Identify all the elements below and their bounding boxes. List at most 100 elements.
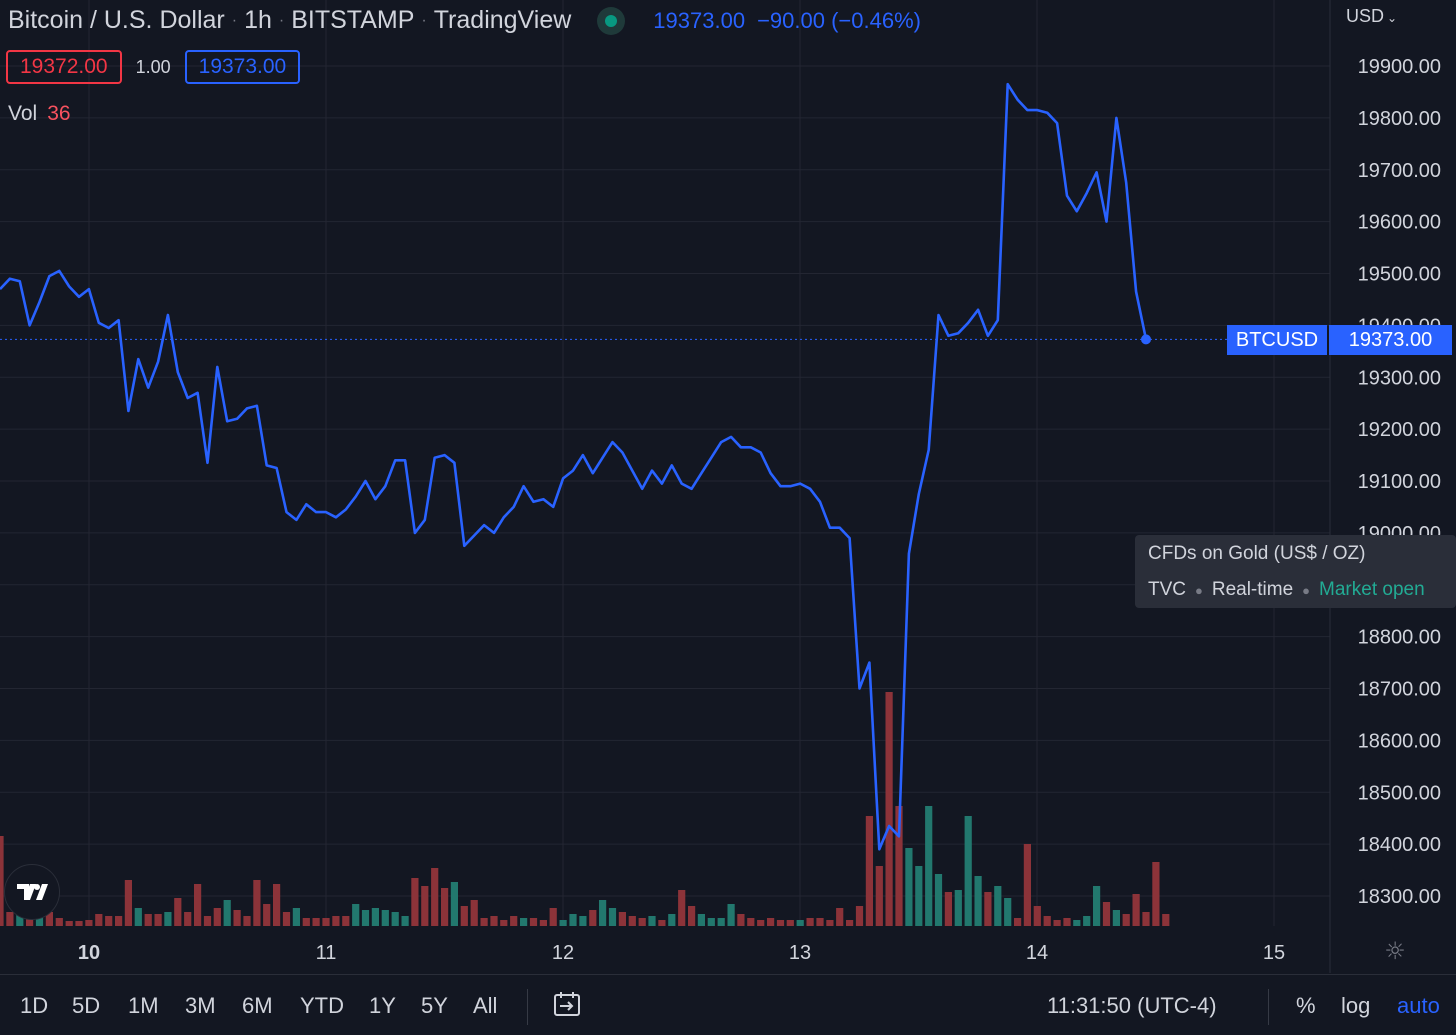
volume-bar: [75, 921, 83, 926]
volume-bar: [1063, 918, 1071, 926]
volume-bars: [0, 692, 1170, 926]
volume-bar: [85, 920, 93, 926]
volume-bar: [1023, 844, 1031, 926]
calendar-goto-icon[interactable]: [554, 992, 580, 1016]
toolbar-divider: [527, 989, 528, 1025]
volume-bar: [203, 916, 212, 926]
volume-bar: [846, 920, 854, 926]
range-1d-button[interactable]: 1D: [20, 993, 49, 1018]
log-scale-toggle[interactable]: log: [1341, 993, 1371, 1018]
volume-label: Vol: [8, 102, 38, 125]
volume-bar: [707, 918, 715, 926]
volume-bar: [608, 908, 617, 926]
volume-bar: [994, 886, 1002, 926]
symbol-title[interactable]: Bitcoin / U.S. Dollar: [8, 6, 225, 34]
volume-bar: [618, 912, 626, 926]
range-3m-button[interactable]: 3M: [185, 993, 216, 1018]
y-tick-label: 18800.00: [1358, 627, 1441, 649]
y-tick-label: 19100.00: [1358, 471, 1441, 493]
volume-bar: [717, 918, 725, 926]
tv-logo-glyph: [17, 884, 48, 900]
volume-bar: [589, 910, 597, 926]
clock-timezone[interactable]: 11:31:50 (UTC-4): [1047, 993, 1217, 1018]
range-5y-button[interactable]: 5Y: [421, 993, 448, 1018]
volume-bar: [401, 916, 409, 926]
volume-bar: [144, 914, 152, 926]
volume-bar: [1132, 894, 1140, 926]
tradingview-logo-icon[interactable]: [4, 864, 60, 920]
volume-bar: [1112, 910, 1120, 926]
volume-bar: [421, 886, 429, 926]
range-1y-button[interactable]: 1Y: [369, 993, 396, 1018]
ask-button[interactable]: 19373.00: [184, 50, 301, 84]
volume-bar: [638, 918, 646, 926]
volume-bar: [559, 920, 567, 926]
percent-scale-toggle[interactable]: %: [1296, 993, 1316, 1018]
volume-bar: [223, 900, 231, 926]
volume-bar: [1152, 862, 1160, 926]
volume-bar: [895, 806, 903, 926]
volume-bar: [737, 914, 745, 926]
y-tick-label: 19500.00: [1358, 264, 1441, 286]
volume-bar: [371, 908, 379, 926]
currency-selector[interactable]: USD ⌄: [1346, 6, 1397, 27]
y-tick-label: 18500.00: [1358, 782, 1441, 804]
volume-bar: [688, 906, 696, 926]
toolbar-divider: [1268, 989, 1269, 1025]
interval-label[interactable]: 1h: [244, 6, 272, 34]
volume-bar: [549, 908, 557, 926]
settings-gear-icon[interactable]: ☼: [1384, 937, 1406, 965]
volume-bar: [470, 900, 478, 926]
volume-bar: [361, 910, 370, 926]
volume-bar: [480, 918, 488, 926]
volume-bar: [332, 916, 340, 926]
volume-bar: [154, 914, 162, 926]
chevron-down-icon: ⌄: [1387, 11, 1398, 25]
volume-bar: [500, 920, 508, 926]
exchange-label: BITSTAMP: [291, 6, 415, 34]
volume-bar: [184, 912, 192, 926]
volume-bar: [194, 884, 202, 926]
volume-bar: [95, 914, 103, 926]
auto-scale-toggle[interactable]: auto: [1397, 993, 1440, 1018]
y-tick-label: 19900.00: [1358, 56, 1441, 78]
tooltip-title: CFDs on Gold (US$ / OZ): [1148, 543, 1366, 564]
y-tick-label: 19800.00: [1358, 108, 1441, 130]
volume-bar: [826, 920, 834, 926]
volume-bar: [381, 910, 389, 926]
range-all-button[interactable]: All: [473, 993, 498, 1018]
volume-bar: [342, 916, 350, 926]
range-6m-button[interactable]: 6M: [242, 993, 273, 1018]
volume-bar: [984, 892, 992, 926]
volume-bar: [45, 912, 53, 926]
market-status-icon[interactable]: [597, 6, 626, 35]
volume-bar: [233, 910, 241, 926]
volume-bar: [934, 874, 943, 926]
range-ytd-button[interactable]: YTD: [300, 993, 344, 1018]
volume-bar: [391, 912, 399, 926]
price-change: −90.00 (−0.46%): [757, 7, 921, 33]
volume-bar: [510, 916, 518, 926]
volume-bar: [964, 816, 972, 926]
volume-bar: [1053, 920, 1061, 926]
volume-bar: [134, 908, 142, 926]
volume-bar: [115, 916, 123, 926]
range-1m-button[interactable]: 1M: [128, 993, 159, 1018]
tooltip-status: Market open: [1319, 579, 1425, 600]
volume-bar: [697, 914, 705, 926]
volume-bar: [954, 890, 962, 926]
x-tick-label: 14: [1026, 942, 1048, 964]
x-tick-label: 12: [552, 942, 574, 964]
source-label: TradingView: [433, 6, 572, 34]
range-5d-button[interactable]: 5D: [72, 993, 101, 1018]
volume-bar: [174, 898, 182, 926]
volume-bar: [312, 918, 320, 926]
bid-ask-panel: 19372.00 1.00 19373.00: [6, 50, 301, 84]
volume-legend[interactable]: Vol 36: [8, 102, 71, 126]
bid-button[interactable]: 19372.00: [6, 50, 122, 84]
grid-lines: [0, 0, 1331, 973]
volume-bar: [124, 880, 132, 926]
volume-bar: [411, 878, 419, 926]
volume-bar: [164, 912, 172, 926]
